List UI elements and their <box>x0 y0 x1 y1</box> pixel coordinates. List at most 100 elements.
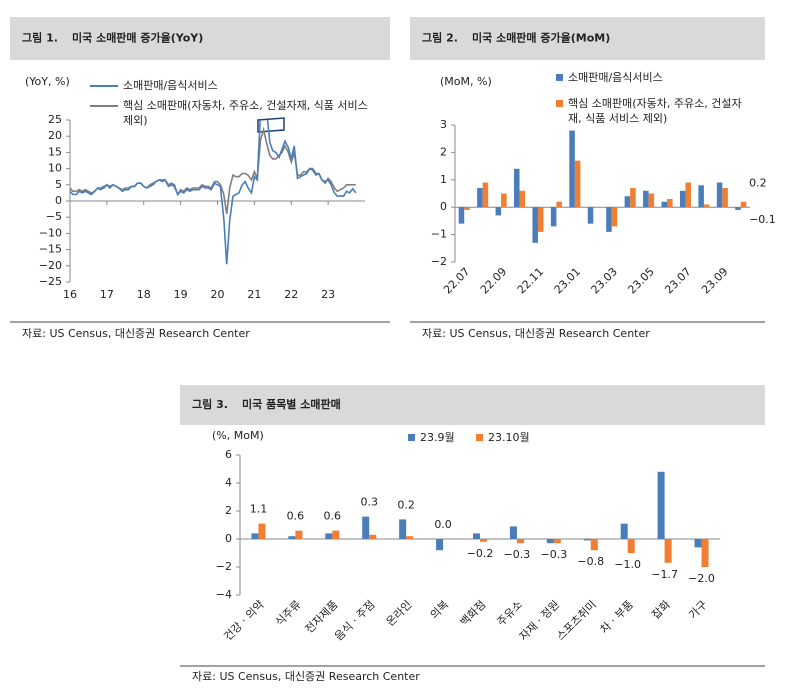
bar <box>722 188 728 208</box>
bar <box>620 523 628 539</box>
bar <box>325 533 333 539</box>
bar <box>667 198 673 208</box>
y-tick-label: 6 <box>225 448 232 461</box>
x-tick-label: 건강 · 의약 <box>221 597 267 643</box>
x-tick-label: 의복 <box>428 598 452 622</box>
value-label: −0.2 <box>467 547 494 560</box>
bar <box>532 207 538 243</box>
header-band <box>410 17 765 60</box>
y-axis-label: (YoY, %) <box>25 75 70 88</box>
value-label: −0.3 <box>504 548 531 561</box>
legend-label: 핵심 소매판매(자동차, 주유소, 건설자재, 식품 서비스 제외) <box>568 97 742 125</box>
bar <box>519 190 526 208</box>
x-tick-label: 23.03 <box>588 265 619 296</box>
x-tick-label: 23.09 <box>699 265 730 296</box>
bar <box>550 207 557 227</box>
legend-swatch <box>476 434 483 441</box>
x-tick-label: 16 <box>63 288 77 301</box>
bar <box>703 204 710 208</box>
x-tick-label: 18 <box>137 288 151 301</box>
legend-item: 23.10월 <box>476 430 556 445</box>
value-label: −1.7 <box>651 568 678 581</box>
y-tick-label: 4 <box>225 476 232 489</box>
value-label: 0.0 <box>434 518 452 531</box>
legend-label: 23.10월 <box>488 431 530 444</box>
legend-swatch <box>90 105 118 107</box>
chart-title: 미국 소매판매 증가율(MoM) <box>472 31 610 45</box>
x-tick-label: 백화점 <box>458 598 489 629</box>
bar <box>627 539 635 553</box>
bar <box>288 536 296 539</box>
legend-item: 핵심 소매판매(자동차, 주유소, 건설자재, 식품 서비스 제외) <box>90 98 370 128</box>
value-label: 0.6 <box>324 510 342 523</box>
header-band <box>10 17 390 60</box>
y-tick-label: −2 <box>216 560 232 573</box>
value-label: 0.2 <box>749 177 767 190</box>
x-tick-label: 자재 · 정원 <box>517 598 562 643</box>
y-axis-label: (%, MoM) <box>212 429 264 442</box>
x-tick-label: 잡화 <box>649 598 673 622</box>
bar <box>480 539 488 542</box>
bar <box>406 536 414 539</box>
x-tick-label: 가구 <box>686 598 710 622</box>
y-tick-label: 0 <box>55 194 62 207</box>
value-label: −2.0 <box>688 572 715 585</box>
bar <box>694 539 702 548</box>
legend-swatch <box>556 100 563 107</box>
value-label: −0.3 <box>540 548 567 561</box>
y-tick-label: 0 <box>440 200 447 213</box>
bar <box>516 539 524 544</box>
y-tick-label: 0 <box>225 532 232 545</box>
legend-label: 23.9월 <box>420 431 455 444</box>
bar <box>574 160 581 208</box>
y-tick-label: 1 <box>440 173 447 186</box>
bar <box>664 539 672 563</box>
bar <box>546 539 554 544</box>
x-tick-label: 23.01 <box>552 265 583 296</box>
legend-label: 핵심 소매판매(자동차, 주유소, 건설자재, 식품 서비스 제외) <box>123 99 368 127</box>
legend-item: 소매판매/음식서비스 <box>90 78 370 93</box>
bar <box>553 539 561 544</box>
source: 자료: US Census, 대신증권 Research Center <box>422 327 650 340</box>
bar <box>698 185 704 208</box>
x-tick-label: 차 · 부품 <box>598 598 636 636</box>
bar <box>685 182 691 208</box>
chart-title: 미국 품목별 소매판매 <box>242 397 341 411</box>
x-tick-label: 22.11 <box>515 265 546 296</box>
bar <box>569 130 575 208</box>
x-tick-label: 17 <box>100 288 114 301</box>
y-tick-label: 2 <box>225 504 232 517</box>
bar <box>436 539 444 551</box>
y-tick-label: 25 <box>48 113 62 126</box>
x-tick-label: 19 <box>174 288 188 301</box>
legend-item: 23.9월 <box>408 430 478 445</box>
line-series <box>70 120 357 265</box>
source: 자료: US Census, 대신증권 Research Center <box>192 670 420 683</box>
bar <box>643 190 649 208</box>
bar <box>716 182 723 208</box>
x-tick-label: 23.05 <box>625 265 656 296</box>
y-tick-label: −2 <box>431 255 447 268</box>
y-tick-label: 20 <box>48 129 62 142</box>
legend-label: 소매판매/음식서비스 <box>568 71 663 84</box>
legend-item: 소매판매/음식서비스 <box>556 70 756 85</box>
y-tick-label: −10 <box>39 226 62 239</box>
legend-label: 소매판매/음식서비스 <box>123 79 218 92</box>
bar <box>587 207 594 224</box>
y-tick-label: 10 <box>48 162 62 175</box>
bar <box>630 188 636 208</box>
legend-swatch <box>408 434 415 441</box>
y-axis-label: (MoM, %) <box>440 75 492 88</box>
value-label: −1.0 <box>614 558 641 571</box>
figure-label: 그림 2. <box>422 32 458 45</box>
y-tick-label: 5 <box>55 178 62 191</box>
bar <box>657 471 665 539</box>
x-tick-label: 22.09 <box>478 265 509 296</box>
figure-label: 그림 3. <box>192 398 228 411</box>
x-tick-label: 음식 · 주점 <box>332 598 377 643</box>
bar <box>514 168 520 208</box>
bar <box>606 207 612 232</box>
bar <box>509 526 517 539</box>
x-tick-label: 22.07 <box>441 265 472 296</box>
